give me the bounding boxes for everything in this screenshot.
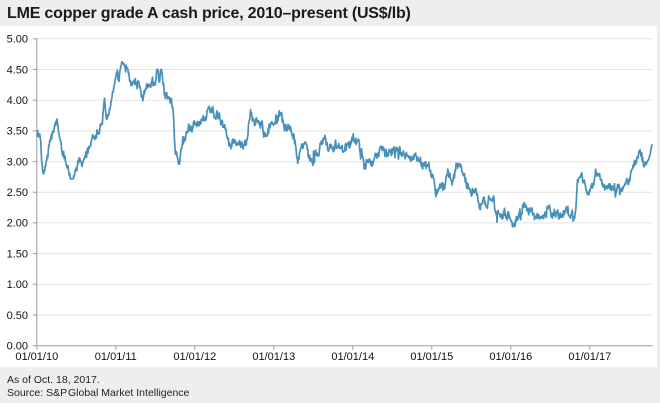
svg-text:01/01/11: 01/01/11 xyxy=(95,351,137,363)
svg-text:5.00: 5.00 xyxy=(7,34,28,46)
svg-text:2.00: 2.00 xyxy=(7,218,28,230)
svg-text:01/01/15: 01/01/15 xyxy=(410,351,453,363)
svg-text:01/01/12: 01/01/12 xyxy=(173,351,216,363)
svg-text:01/01/14: 01/01/14 xyxy=(331,351,374,363)
svg-text:01/01/13: 01/01/13 xyxy=(252,351,295,363)
svg-text:01/01/10: 01/01/10 xyxy=(15,351,58,363)
svg-text:4.50: 4.50 xyxy=(7,64,28,76)
svg-text:3.00: 3.00 xyxy=(7,156,28,168)
svg-text:1.00: 1.00 xyxy=(7,279,28,291)
svg-text:4.00: 4.00 xyxy=(7,95,28,107)
svg-text:0.50: 0.50 xyxy=(7,310,28,322)
svg-text:2.50: 2.50 xyxy=(7,187,28,199)
svg-text:3.50: 3.50 xyxy=(7,126,28,138)
svg-text:1.50: 1.50 xyxy=(7,248,28,260)
svg-text:01/01/17: 01/01/17 xyxy=(568,351,611,363)
svg-text:0.00: 0.00 xyxy=(7,341,28,353)
svg-text:01/01/16: 01/01/16 xyxy=(489,351,532,363)
